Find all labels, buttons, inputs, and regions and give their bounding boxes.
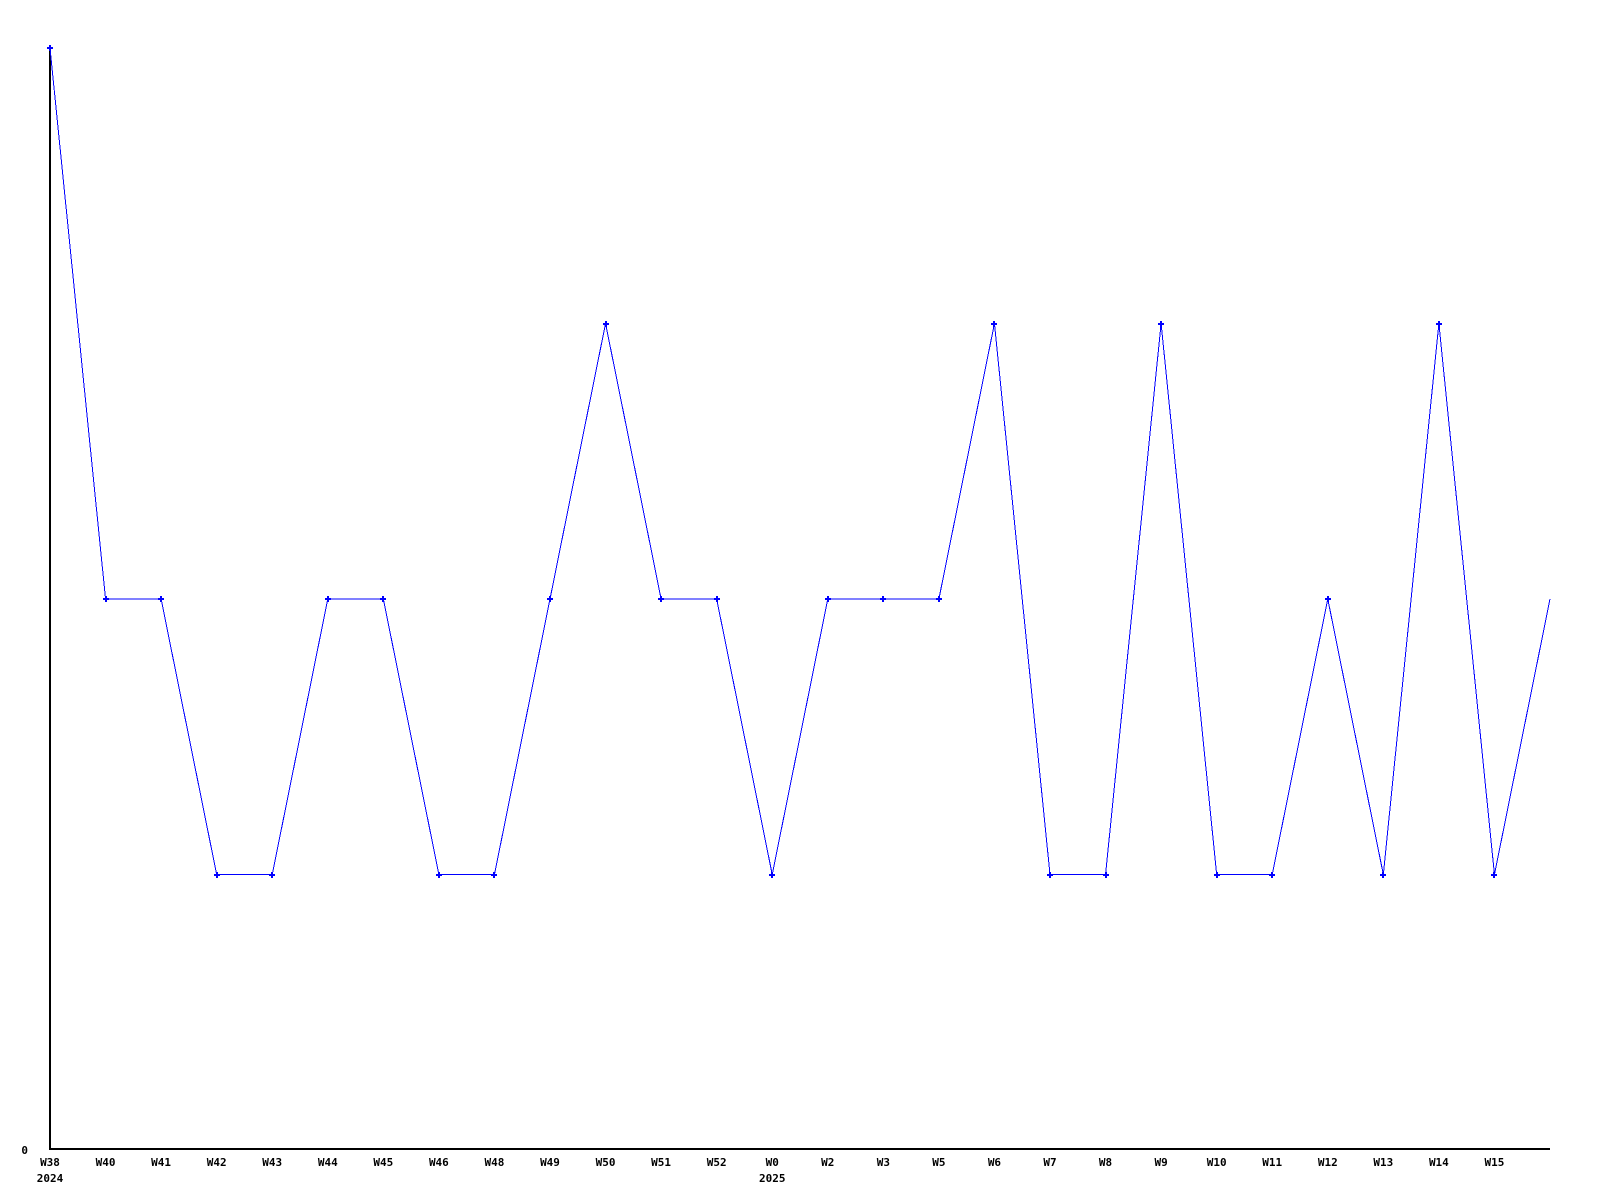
- x-tick-label: W45: [373, 1156, 393, 1169]
- data-point-marker: [825, 598, 831, 600]
- x-tick-label: W38: [40, 1156, 60, 1169]
- x-tick-label: W6: [988, 1156, 1002, 1169]
- data-point-marker: [1047, 874, 1053, 876]
- x-tick-label: W10: [1207, 1156, 1227, 1169]
- x-tick-label: W9: [1154, 1156, 1167, 1169]
- data-point-marker: [1103, 874, 1109, 876]
- data-point-marker: [1269, 874, 1275, 876]
- data-point-marker: [214, 874, 220, 876]
- data-point-marker: [1491, 874, 1497, 876]
- y-tick-label-zero: 0: [21, 1144, 28, 1157]
- data-point-marker: [769, 874, 775, 876]
- data-point-marker: [47, 47, 53, 49]
- x-tick-label: W50: [596, 1156, 616, 1169]
- x-tick-label: W15: [1485, 1156, 1505, 1169]
- x-tick-label: W42: [207, 1156, 227, 1169]
- data-point-marker: [103, 598, 109, 600]
- data-point-marker: [991, 323, 997, 325]
- x-tick-label: W52: [707, 1156, 727, 1169]
- x-tick-label: W44: [318, 1156, 338, 1169]
- data-line: [49, 47, 1551, 875]
- data-point-marker: [1380, 874, 1386, 876]
- x-year-label: 2024: [37, 1172, 64, 1185]
- x-tick-label: W43: [262, 1156, 282, 1169]
- data-point-marker: [436, 874, 442, 876]
- data-point-marker: [158, 598, 164, 600]
- x-tick-label: W41: [151, 1156, 171, 1169]
- x-tick-label: W0: [766, 1156, 779, 1169]
- x-tick-label: W11: [1262, 1156, 1282, 1169]
- data-point-marker: [1158, 323, 1164, 325]
- x-tick-label: W8: [1099, 1156, 1112, 1169]
- data-point-marker: [380, 598, 386, 600]
- x-tick-label: W40: [96, 1156, 116, 1169]
- x-tick-label: W48: [485, 1156, 505, 1169]
- x-tick-label: W3: [877, 1156, 890, 1169]
- x-year-label: 2025: [759, 1172, 786, 1185]
- x-tick-label: W5: [932, 1156, 945, 1169]
- x-tick-label: W46: [429, 1156, 449, 1169]
- data-point-marker: [658, 598, 664, 600]
- x-tick-label: W51: [651, 1156, 671, 1169]
- data-point-marker: [714, 598, 720, 600]
- data-point-marker: [325, 598, 331, 600]
- x-tick-label: W2: [821, 1156, 834, 1169]
- data-point-marker: [1325, 598, 1331, 600]
- x-tick-label: W7: [1043, 1156, 1056, 1169]
- data-point-marker: [1436, 323, 1442, 325]
- x-tick-label: W14: [1429, 1156, 1449, 1169]
- data-point-marker: [880, 598, 886, 600]
- data-point-marker: [1214, 874, 1220, 876]
- data-point-marker: [547, 598, 553, 600]
- data-point-marker: [603, 323, 609, 325]
- data-point-marker: [491, 874, 497, 876]
- x-tick-label: W13: [1373, 1156, 1393, 1169]
- data-point-marker: [269, 874, 275, 876]
- x-tick-label: W49: [540, 1156, 560, 1169]
- x-tick-label: W12: [1318, 1156, 1338, 1169]
- data-point-marker: [936, 598, 942, 600]
